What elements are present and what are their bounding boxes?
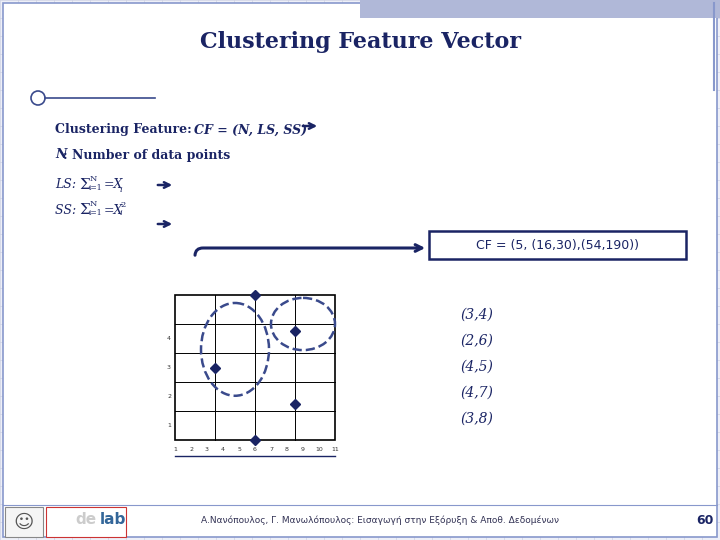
Text: ☺: ☺: [14, 512, 34, 531]
Text: 2: 2: [167, 394, 171, 399]
Text: : Number of data points: : Number of data points: [63, 148, 230, 161]
Text: Σ: Σ: [79, 178, 90, 192]
Text: 3: 3: [167, 365, 171, 370]
FancyBboxPatch shape: [360, 0, 720, 18]
Text: (3,4): (3,4): [460, 308, 493, 322]
Text: 2: 2: [189, 447, 193, 452]
Text: i: i: [120, 186, 122, 194]
Text: 60: 60: [696, 514, 714, 526]
Text: LS:: LS:: [55, 179, 80, 192]
Text: 1: 1: [173, 447, 177, 452]
Text: Clustering Feature Vector: Clustering Feature Vector: [199, 31, 521, 53]
Text: (3,8): (3,8): [460, 412, 493, 426]
Text: 4: 4: [221, 447, 225, 452]
FancyBboxPatch shape: [429, 231, 686, 259]
Text: Σ: Σ: [79, 203, 90, 217]
Text: i=1: i=1: [89, 184, 103, 192]
Text: 7: 7: [269, 447, 273, 452]
Text: SS:: SS:: [55, 204, 80, 217]
Text: =X: =X: [104, 179, 123, 192]
Text: i: i: [120, 209, 122, 217]
Text: 9: 9: [301, 447, 305, 452]
Text: i=1: i=1: [89, 209, 103, 217]
Text: N: N: [90, 175, 97, 183]
FancyBboxPatch shape: [175, 295, 335, 440]
Text: CF = (5, (16,30),(54,190)): CF = (5, (16,30),(54,190)): [475, 240, 639, 253]
Text: 8: 8: [285, 447, 289, 452]
Text: N: N: [55, 148, 66, 161]
Text: (2,6): (2,6): [460, 334, 493, 348]
Text: CF = (N, LS, SS): CF = (N, LS, SS): [194, 124, 307, 137]
FancyBboxPatch shape: [3, 3, 717, 537]
Text: =X: =X: [104, 204, 123, 217]
Text: (4,5): (4,5): [460, 360, 493, 374]
Text: 4: 4: [167, 336, 171, 341]
Text: N: N: [90, 200, 97, 208]
Text: Clustering Feature:: Clustering Feature:: [55, 124, 200, 137]
Text: 5: 5: [237, 447, 241, 452]
Text: 10: 10: [315, 447, 323, 452]
Text: 6: 6: [253, 447, 257, 452]
Text: 11: 11: [331, 447, 339, 452]
FancyBboxPatch shape: [5, 507, 43, 537]
FancyBboxPatch shape: [46, 507, 126, 537]
Text: 3: 3: [205, 447, 209, 452]
Text: A.Νανόπουλος, Γ. Μανωλόπουλος: Εισαγωγή στην Εξόρυξη & Αποθ. Δεδομένων: A.Νανόπουλος, Γ. Μανωλόπουλος: Εισαγωγή …: [201, 515, 559, 525]
FancyArrowPatch shape: [195, 245, 422, 255]
Text: lab: lab: [100, 511, 127, 526]
Text: (4,7): (4,7): [460, 386, 493, 400]
Text: de: de: [76, 511, 96, 526]
Text: 2: 2: [120, 201, 125, 209]
Text: 1: 1: [167, 423, 171, 428]
